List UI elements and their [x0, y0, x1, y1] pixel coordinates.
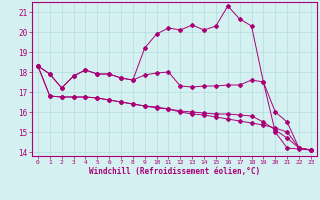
X-axis label: Windchill (Refroidissement éolien,°C): Windchill (Refroidissement éolien,°C)	[89, 167, 260, 176]
